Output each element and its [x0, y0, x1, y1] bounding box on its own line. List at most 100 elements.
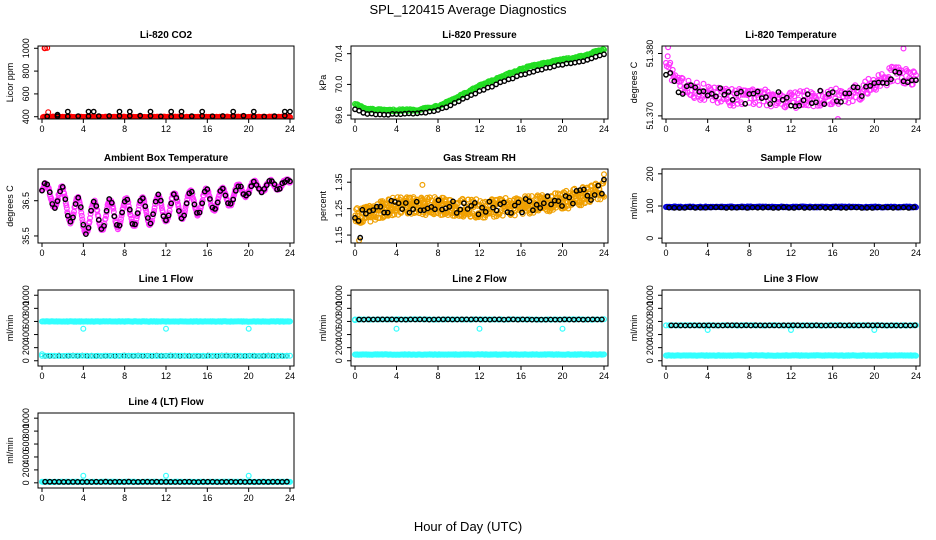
data-point [287, 178, 293, 185]
y-tick-label: 400 [21, 109, 31, 124]
data-point [59, 183, 66, 190]
y-axis-label: degrees C [5, 185, 15, 227]
data-point [526, 316, 533, 323]
data-point [801, 204, 808, 211]
x-tick-label: 0 [39, 248, 44, 258]
data-point [493, 207, 500, 214]
data-point [199, 200, 206, 207]
data-point [51, 352, 58, 359]
data-point [912, 322, 918, 329]
data-point [240, 353, 247, 360]
x-tick-label: 0 [663, 371, 668, 381]
data-point [854, 84, 861, 91]
data-point [117, 219, 124, 226]
data-point [100, 352, 107, 359]
data-point [219, 185, 226, 192]
data-point [853, 204, 860, 211]
data-point [70, 214, 76, 221]
data-point [256, 352, 263, 359]
data-point [150, 211, 157, 218]
data-point [214, 199, 221, 206]
data-point [431, 206, 438, 213]
data-point [173, 194, 180, 201]
data-point [381, 209, 387, 216]
data-point [786, 204, 792, 211]
x-tick-label: 20 [869, 248, 879, 258]
data-point [287, 108, 293, 115]
data-point [48, 352, 55, 359]
data-point [135, 352, 142, 359]
y-axis-label: kPa [318, 75, 328, 91]
x-tick-label: 20 [244, 371, 254, 381]
data-point [64, 210, 71, 217]
data-point [218, 352, 225, 359]
data-point [188, 188, 195, 195]
panel-1: Li-820 Pressure 0 4 8 12 16 20 24 69.6 70.0 70.4 kP… [318, 30, 609, 134]
data-point [88, 207, 95, 214]
y-tick-label: 100 [645, 198, 655, 213]
data-point [281, 108, 288, 115]
x-tick-label: 12 [161, 493, 171, 503]
x-tick-label: 20 [244, 248, 254, 258]
data-point [896, 69, 903, 76]
data-point [455, 98, 462, 105]
data-point [482, 208, 489, 215]
y-tick-label: 36.5 [21, 192, 31, 210]
data-point [530, 207, 536, 214]
panel-data [662, 46, 919, 119]
y-axis-label: ml/min [629, 315, 639, 342]
data-point [475, 211, 482, 218]
data-point [144, 353, 151, 360]
data-point [182, 207, 189, 214]
data-point [554, 316, 561, 323]
panel-data [40, 46, 293, 119]
y-tick-label: 35.5 [21, 227, 31, 245]
data-point [103, 207, 110, 214]
data-point [498, 316, 505, 323]
data-point [717, 85, 724, 92]
data-point [721, 91, 728, 98]
data-point [73, 352, 80, 359]
data-point [858, 204, 865, 211]
data-point [419, 196, 426, 203]
data-point [39, 187, 45, 194]
data-point [760, 204, 766, 211]
y-tick-label: 600 [334, 314, 344, 329]
data-point [271, 353, 278, 360]
data-point [75, 113, 82, 119]
data-point [108, 199, 115, 206]
data-point [78, 212, 85, 219]
y-tick-label: 400 [334, 327, 344, 342]
x-tick-label: 4 [394, 248, 399, 258]
data-point [703, 322, 710, 329]
data-point [508, 209, 514, 216]
data-point [107, 353, 114, 360]
data-point [718, 204, 725, 211]
data-point [480, 86, 487, 93]
data-point [116, 222, 123, 229]
data-point [594, 196, 601, 203]
y-tick-label: 1000 [334, 285, 344, 305]
data-point [804, 91, 811, 98]
data-point [60, 352, 67, 359]
data-point [697, 204, 704, 211]
panel-0: Li-820 CO2 0 4 8 12 16 20 24 400 600 800 1000 Licor … [5, 30, 295, 134]
y-axis-label: Licor ppm [5, 63, 15, 103]
data-point [373, 203, 380, 210]
panel-title: Sample Flow [760, 153, 821, 164]
data-point [49, 201, 56, 207]
panel-3: Ambient Box Temperature 0 4 8 12 16 20 24 35.5 36… [5, 153, 295, 258]
data-point [883, 82, 890, 89]
data-point [728, 204, 735, 211]
data-point [783, 94, 790, 101]
data-point [472, 90, 479, 97]
data-point [183, 200, 190, 207]
data-point [667, 70, 674, 76]
data-point [106, 113, 113, 119]
data-point [509, 75, 516, 82]
x-tick-label: 12 [786, 248, 796, 258]
x-tick-label: 24 [911, 124, 921, 134]
data-point [196, 209, 203, 216]
data-point [738, 88, 744, 95]
